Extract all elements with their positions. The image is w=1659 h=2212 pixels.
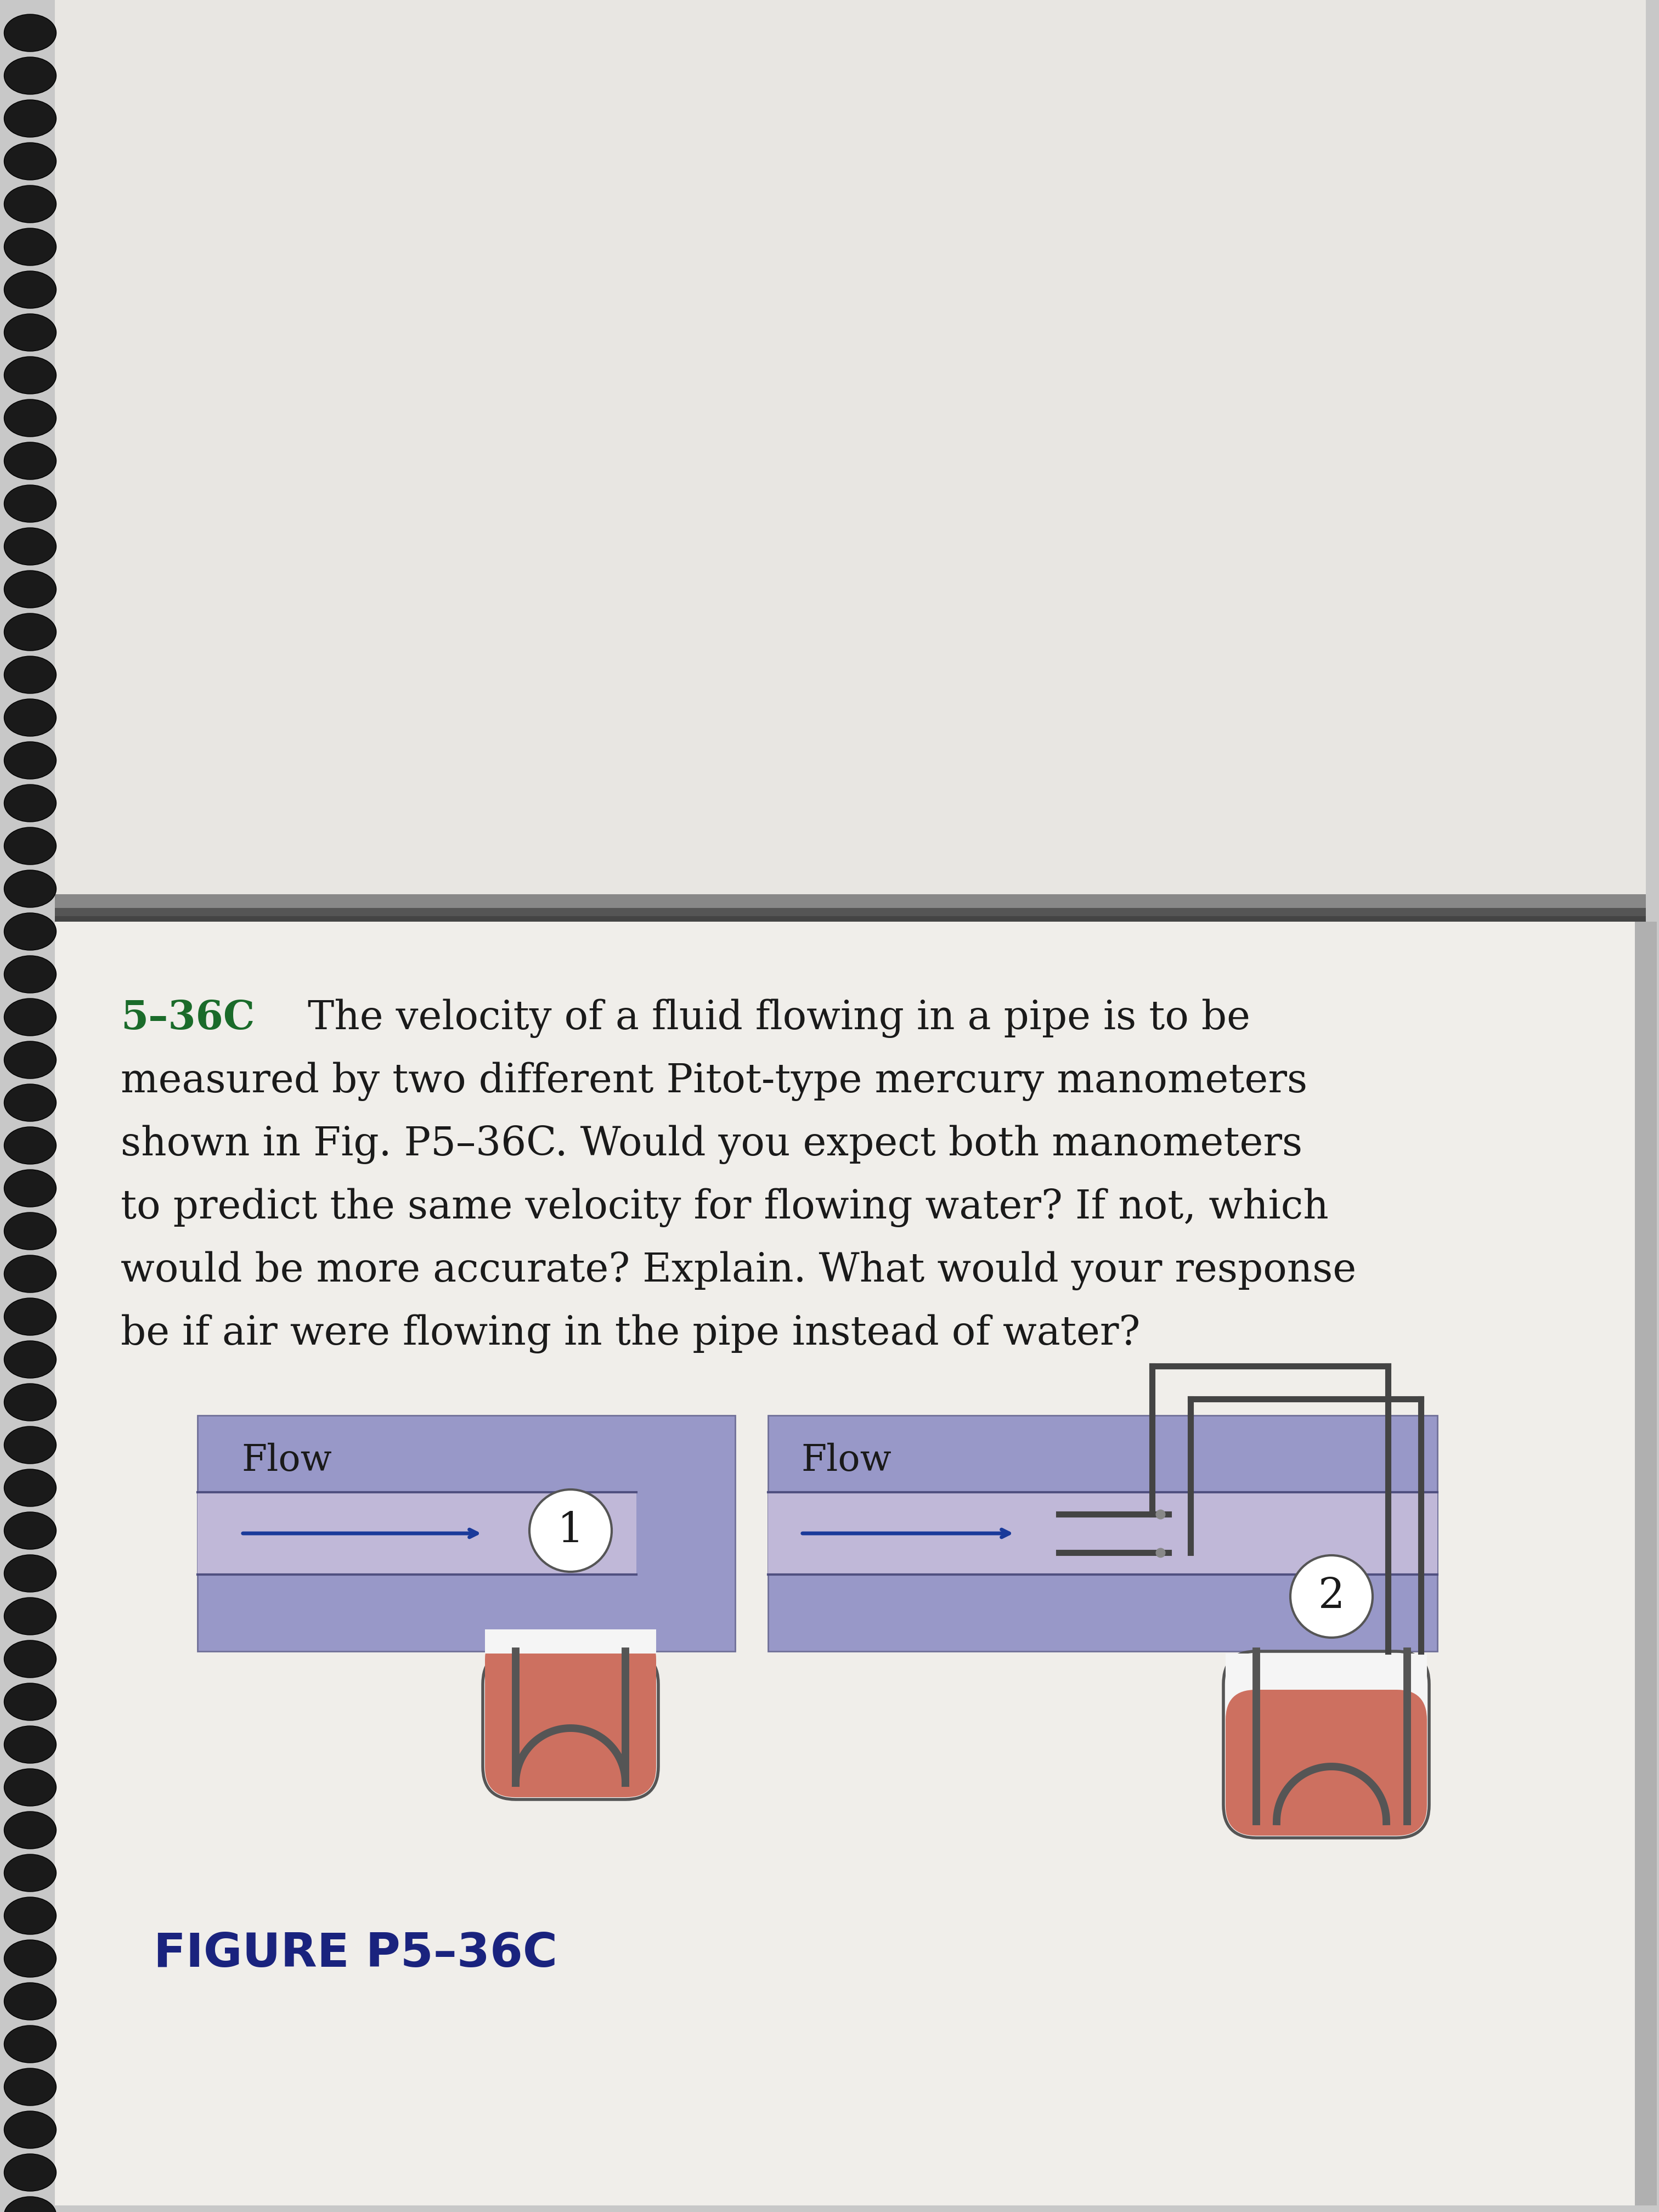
Circle shape — [529, 1489, 612, 1573]
Ellipse shape — [3, 13, 56, 51]
Ellipse shape — [3, 1170, 56, 1208]
Ellipse shape — [3, 228, 56, 265]
Bar — [1634, 922, 1657, 2205]
Ellipse shape — [3, 914, 56, 951]
Ellipse shape — [3, 613, 56, 650]
Ellipse shape — [3, 741, 56, 779]
Ellipse shape — [3, 956, 56, 993]
Ellipse shape — [3, 1383, 56, 1420]
Bar — [768, 1416, 1437, 1652]
Ellipse shape — [3, 1427, 56, 1464]
Ellipse shape — [3, 1597, 56, 1635]
Ellipse shape — [3, 1298, 56, 1336]
Text: be if air were flowing in the pipe instead of water?: be if air were flowing in the pipe inste… — [121, 1314, 1140, 1354]
Ellipse shape — [3, 1854, 56, 1891]
Ellipse shape — [3, 100, 56, 137]
Text: FIGURE P5–36C: FIGURE P5–36C — [154, 1931, 557, 1978]
Ellipse shape — [3, 2154, 56, 2192]
Ellipse shape — [3, 1898, 56, 1936]
Text: to predict the same velocity for flowing water? If not, which: to predict the same velocity for flowing… — [121, 1188, 1329, 1228]
Text: would be more accurate? Explain. What would your response: would be more accurate? Explain. What wo… — [121, 1250, 1357, 1290]
Ellipse shape — [3, 1254, 56, 1292]
Ellipse shape — [3, 1683, 56, 1721]
Ellipse shape — [3, 314, 56, 352]
FancyBboxPatch shape — [1226, 1690, 1427, 1836]
Ellipse shape — [3, 1084, 56, 1121]
Ellipse shape — [3, 1770, 56, 1805]
Ellipse shape — [3, 657, 56, 692]
Ellipse shape — [3, 186, 56, 223]
Text: 2: 2 — [1319, 1577, 1345, 1617]
Ellipse shape — [3, 1126, 56, 1164]
Text: Flow: Flow — [801, 1442, 891, 1478]
Bar — [55, 894, 1646, 907]
Circle shape — [1291, 1555, 1372, 1637]
Bar — [768, 1493, 1437, 1575]
Ellipse shape — [3, 1469, 56, 1506]
Ellipse shape — [3, 484, 56, 522]
Ellipse shape — [3, 1555, 56, 1593]
Text: 1: 1 — [557, 1511, 584, 1551]
Ellipse shape — [3, 1212, 56, 1250]
Text: shown in Fig. P5–36C. Would you expect both manometers: shown in Fig. P5–36C. Would you expect b… — [121, 1124, 1302, 1164]
Ellipse shape — [3, 2110, 56, 2148]
Ellipse shape — [3, 356, 56, 394]
Ellipse shape — [3, 1725, 56, 1763]
Ellipse shape — [3, 1641, 56, 1677]
Ellipse shape — [3, 2068, 56, 2106]
Ellipse shape — [3, 785, 56, 823]
Ellipse shape — [3, 571, 56, 608]
Text: Flow: Flow — [242, 1442, 332, 1478]
Ellipse shape — [3, 1513, 56, 1548]
Bar — [197, 1416, 735, 1652]
Ellipse shape — [3, 1340, 56, 1378]
Ellipse shape — [3, 442, 56, 480]
Ellipse shape — [3, 998, 56, 1035]
Text: The velocity of a fluid flowing in a pipe is to be: The velocity of a fluid flowing in a pip… — [282, 998, 1251, 1037]
FancyBboxPatch shape — [55, 922, 1646, 2205]
Ellipse shape — [3, 869, 56, 907]
Bar — [55, 907, 1646, 916]
Ellipse shape — [3, 58, 56, 95]
FancyBboxPatch shape — [484, 1630, 657, 1655]
Bar — [55, 916, 1646, 922]
Ellipse shape — [3, 2026, 56, 2064]
Ellipse shape — [3, 1940, 56, 1978]
Ellipse shape — [3, 272, 56, 307]
FancyBboxPatch shape — [1223, 1652, 1428, 1838]
Text: measured by two different Pitot-type mercury manometers: measured by two different Pitot-type mer… — [121, 1062, 1307, 1102]
Text: 5–36C: 5–36C — [121, 998, 255, 1037]
Bar — [197, 1493, 637, 1575]
Ellipse shape — [3, 142, 56, 179]
FancyBboxPatch shape — [55, 0, 1646, 905]
Ellipse shape — [3, 1812, 56, 1849]
Ellipse shape — [3, 827, 56, 865]
Ellipse shape — [3, 400, 56, 436]
FancyBboxPatch shape — [483, 1652, 659, 1798]
FancyBboxPatch shape — [1226, 1655, 1427, 1690]
Ellipse shape — [3, 529, 56, 564]
Ellipse shape — [3, 699, 56, 737]
Ellipse shape — [3, 2197, 56, 2212]
Ellipse shape — [3, 1042, 56, 1079]
FancyBboxPatch shape — [484, 1630, 657, 1796]
Ellipse shape — [3, 1982, 56, 2020]
